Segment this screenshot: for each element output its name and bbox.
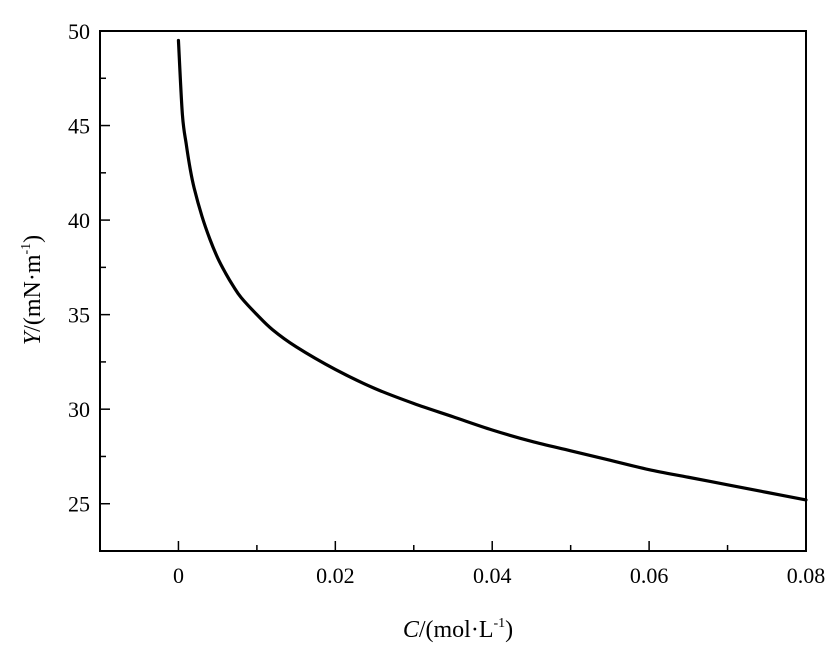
y-tick-label: 30: [68, 397, 90, 422]
series-line: [176, 38, 808, 502]
x-tick-label: 0.04: [473, 563, 512, 588]
y-tick-label: 45: [68, 114, 90, 139]
x-tick-label: 0.08: [787, 563, 826, 588]
plot-frame: [99, 30, 807, 552]
x-axis-label: C/(mol·L-1): [403, 616, 513, 643]
y-tick-label: 50: [68, 19, 90, 44]
y-tick-label: 25: [68, 492, 90, 517]
y-tick-label: 40: [68, 208, 90, 233]
tick-labels: 0 0.02 0.04 0.06 0.08 25 30 35 40 45 50: [68, 19, 825, 588]
x-tick-label: 0: [173, 563, 184, 588]
y-axis-label: Y/(mN·m-1): [19, 235, 46, 345]
ticks: [100, 30, 807, 551]
x-tick-label: 0.06: [630, 563, 669, 588]
y-tick-label: 35: [68, 303, 90, 328]
x-tick-label: 0.02: [316, 563, 355, 588]
